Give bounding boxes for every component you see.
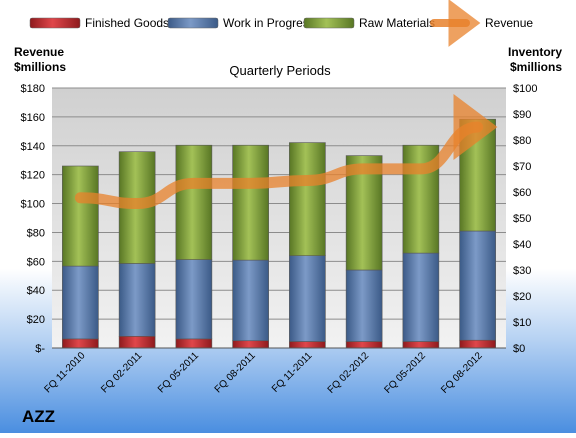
- bar-finished-goods: [345, 341, 383, 349]
- right-axis-tick-label: $50: [513, 213, 531, 225]
- left-axis-ticks: $- $20 $40 $60 $80 $100 $120 $140 $160 $180: [21, 83, 46, 355]
- left-axis-tick-label: $100: [21, 199, 45, 211]
- legend-label-finished-goods: Finished Goods: [85, 16, 169, 30]
- right-axis-title-line2: $millions: [510, 60, 562, 74]
- line-revenue: [74, 94, 498, 210]
- left-axis-tick-label: $60: [27, 256, 45, 268]
- left-axis-tick-label: $120: [21, 170, 45, 182]
- chart-subtitle: Quarterly Periods: [229, 63, 331, 78]
- bar-work-in-progress: [118, 263, 156, 337]
- legend-label-work-in-progress: Work in Progress: [223, 16, 315, 30]
- legend-swatch-finished-goods: [29, 17, 81, 29]
- legend-label-revenue: Revenue: [485, 16, 533, 30]
- left-axis-tick-label: $140: [21, 141, 45, 153]
- bar-work-in-progress: [232, 259, 269, 342]
- right-axis-tick-label: $40: [513, 239, 531, 251]
- left-axis-tick-label: $-: [35, 343, 45, 355]
- bar-work-in-progress: [402, 252, 440, 342]
- left-axis-tick-label: $20: [27, 314, 45, 326]
- bar-raw-materials: [62, 165, 99, 267]
- bar-work-in-progress: [289, 255, 326, 342]
- bar-work-in-progress: [175, 259, 213, 340]
- right-axis-tick-label: $90: [513, 109, 531, 121]
- bar-raw-materials: [232, 144, 269, 261]
- legend: Finished Goods Work in Progress Raw Materi…: [29, 0, 533, 47]
- bar-finished-goods: [175, 338, 213, 349]
- left-axis-tick-label: $40: [27, 285, 45, 297]
- right-axis-tick-label: $10: [513, 317, 531, 329]
- bar-work-in-progress: [459, 230, 496, 341]
- right-axis-tick-label: $30: [513, 265, 531, 277]
- left-axis-tick-label: $80: [27, 227, 45, 239]
- right-axis-title-line1: Inventory: [508, 45, 562, 59]
- company-label: AZZ: [22, 407, 55, 426]
- bar-finished-goods: [62, 338, 99, 349]
- left-axis-tick-label: $160: [21, 112, 45, 124]
- legend-swatch-raw-materials: [303, 17, 355, 29]
- bar-raw-materials: [289, 142, 326, 257]
- right-axis-tick-label: $0: [513, 343, 525, 355]
- left-axis-tick-label: $180: [21, 83, 45, 95]
- bar-finished-goods: [232, 340, 269, 349]
- legend-swatch-work-in-progress: [167, 17, 219, 29]
- right-axis-tick-label: $70: [513, 161, 531, 173]
- right-axis-tick-label: $80: [513, 135, 531, 147]
- right-axis-ticks: $0 $10 $20 $30 $40 $50 $60 $70 $80 $90 $100: [513, 83, 537, 355]
- bar-raw-materials: [175, 144, 213, 260]
- bar-series: [62, 118, 496, 349]
- bar-work-in-progress: [62, 265, 99, 340]
- right-axis-tick-label: $60: [513, 187, 531, 199]
- left-axis-title-line1: Revenue: [14, 45, 64, 59]
- bar-finished-goods: [289, 341, 326, 349]
- right-axis-tick-label: $100: [513, 83, 537, 95]
- bar-finished-goods: [118, 335, 156, 349]
- bar-finished-goods: [402, 341, 440, 349]
- bar-finished-goods: [459, 339, 496, 349]
- legend-label-raw-materials: Raw Materials: [359, 16, 435, 30]
- bar-work-in-progress: [345, 269, 383, 342]
- right-axis-tick-label: $20: [513, 291, 531, 303]
- line-series: [74, 94, 498, 210]
- left-axis-title-line2: $millions: [14, 60, 66, 74]
